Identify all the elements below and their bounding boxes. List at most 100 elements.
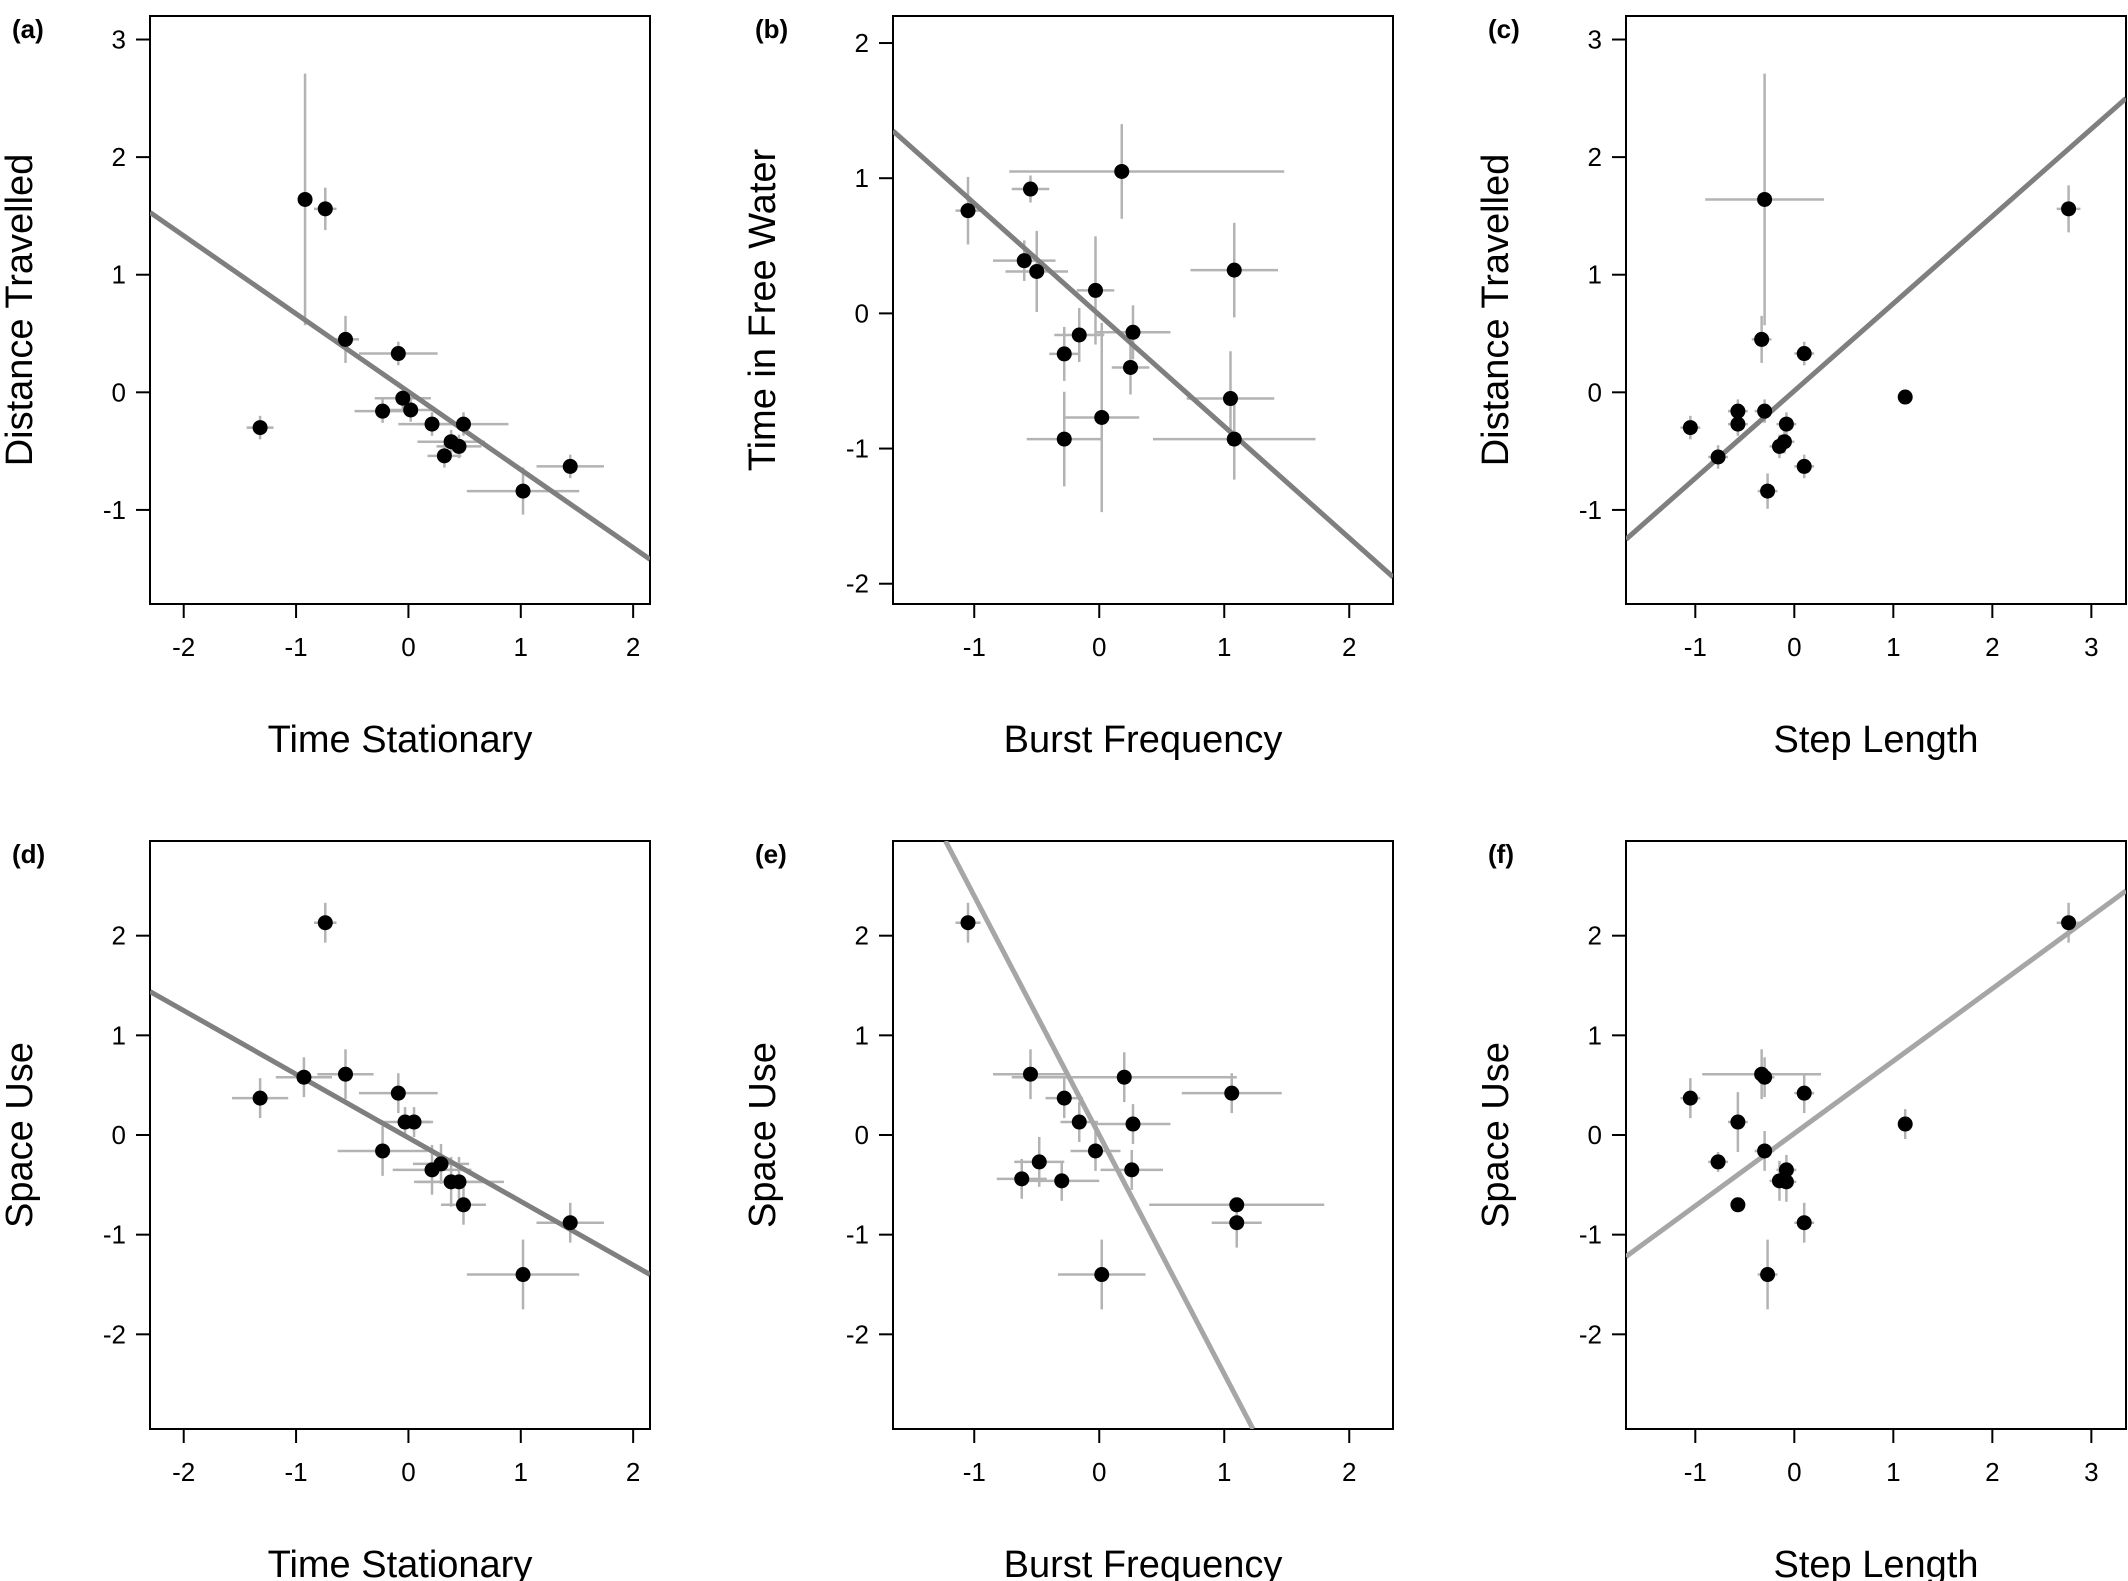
x-tick-label: 0	[401, 1457, 415, 1487]
x-axis-title: Time Stationary	[268, 719, 533, 761]
y-tick-label: -2	[103, 1319, 126, 1349]
x-tick-label: 2	[1342, 632, 1356, 662]
data-point	[1796, 346, 1812, 362]
data-point	[1056, 346, 1072, 362]
x-axis-title: Burst Frequency	[1004, 719, 1283, 761]
plot-frame	[149, 15, 651, 605]
x-tick-label: 3	[2084, 1457, 2098, 1487]
data-point	[1056, 1090, 1072, 1106]
data-point	[375, 403, 391, 419]
x-tick-label: 1	[1886, 632, 1900, 662]
x-tick-label: 2	[1342, 1457, 1356, 1487]
y-tick-label: -1	[846, 1220, 869, 1250]
x-tick-label: 0	[1092, 632, 1106, 662]
data-point	[1014, 1171, 1030, 1187]
data-point	[515, 483, 531, 499]
data-point	[451, 1174, 467, 1190]
y-tick-label: 0	[1588, 377, 1602, 407]
panel-f: (f) -1 0 1 2 3 -2 -1 0 1 2 Step Length Space Use	[1475, 839, 2127, 1581]
data-point	[338, 331, 354, 347]
panel-label: (d)	[12, 839, 45, 869]
data-point	[1771, 438, 1787, 454]
x-tick-label: 2	[1985, 1457, 1999, 1487]
data-point	[515, 1267, 531, 1283]
panel-label: (a)	[12, 14, 44, 44]
y-tick-label: 1	[1588, 1020, 1602, 1050]
data-point	[1778, 1162, 1794, 1178]
data-point	[1016, 253, 1032, 269]
data-point	[297, 191, 313, 207]
regression-line	[943, 841, 1256, 1429]
data-point	[1114, 163, 1130, 179]
y-tick-label: -1	[846, 434, 869, 464]
x-tick-label: 1	[1217, 632, 1231, 662]
data-point	[1094, 409, 1110, 425]
data-point	[1125, 1116, 1141, 1132]
y-tick-label: -2	[1579, 1319, 1602, 1349]
y-tick-label: -1	[1579, 1220, 1602, 1250]
data-point	[960, 203, 976, 219]
error-bars	[1680, 73, 2081, 509]
data-point	[390, 1085, 406, 1101]
data-point	[1229, 1197, 1245, 1213]
data-point	[338, 1066, 354, 1082]
data-point	[1730, 1114, 1746, 1130]
data-point	[1054, 1173, 1070, 1189]
panel-b: (b) -1 0 1 2 -2 -1 0 1 2 Burst Frequency Time in Fr…	[742, 14, 1394, 761]
data-point	[1730, 416, 1746, 432]
data-point	[1226, 431, 1242, 447]
x-tick-label: -1	[1684, 1457, 1707, 1487]
data-point	[960, 915, 976, 931]
regression-line	[1626, 96, 2126, 542]
y-tick-label: -2	[846, 569, 869, 599]
data-point	[562, 458, 578, 474]
data-point	[1796, 458, 1812, 474]
x-tick-label: 0	[1092, 1457, 1106, 1487]
data-point	[455, 1197, 471, 1213]
y-axis-title: Space Use	[742, 1042, 784, 1228]
panel-d: (d) -2 -1 0 1 2 -2 -1 0 1 2 Time Stationary Space Us…	[0, 839, 651, 1581]
y-tick-label: 2	[112, 921, 126, 951]
y-axis-title: Distance Travelled	[1475, 154, 1517, 467]
y-tick-label: 1	[1588, 260, 1602, 290]
data-point	[2061, 915, 2077, 931]
x-tick-label: 2	[626, 632, 640, 662]
data-point	[1023, 1066, 1038, 1082]
data-point	[1730, 403, 1746, 419]
data-point	[317, 915, 333, 931]
panel-label: (b)	[755, 14, 788, 44]
y-tick-label: -1	[103, 495, 126, 525]
y-tick-label: 0	[855, 298, 869, 328]
data-point	[436, 448, 452, 464]
x-axis-title: Burst Frequency	[1004, 1544, 1283, 1581]
data-point	[1124, 1162, 1140, 1178]
error-bars	[955, 124, 1316, 513]
data-point	[1757, 403, 1773, 419]
data-point	[1123, 359, 1138, 375]
data-point	[1088, 1143, 1103, 1159]
y-tick-label: -1	[103, 1220, 126, 1250]
regression-line	[1626, 888, 2126, 1259]
y-tick-label: 0	[1588, 1120, 1602, 1150]
plot-frame	[1625, 15, 2127, 605]
data-point	[1031, 1154, 1047, 1170]
data-point	[1730, 1197, 1746, 1213]
data-point	[1710, 1154, 1726, 1170]
data-point	[1760, 483, 1776, 499]
data-point	[1023, 181, 1038, 197]
data-point	[1094, 1267, 1110, 1283]
data-point	[424, 1162, 440, 1178]
x-tick-label: 0	[1787, 632, 1801, 662]
data-point	[395, 390, 411, 406]
x-tick-label: -1	[963, 632, 986, 662]
data-point	[1071, 327, 1087, 343]
x-tick-label: 1	[1217, 1457, 1231, 1487]
y-tick-label: 0	[855, 1120, 869, 1150]
y-tick-label: 2	[855, 921, 869, 951]
data-point	[2061, 201, 2077, 217]
data-point	[1682, 420, 1698, 436]
data-point	[1224, 1085, 1240, 1101]
y-tick-label: 1	[112, 1020, 126, 1050]
data-point	[1796, 1085, 1812, 1101]
